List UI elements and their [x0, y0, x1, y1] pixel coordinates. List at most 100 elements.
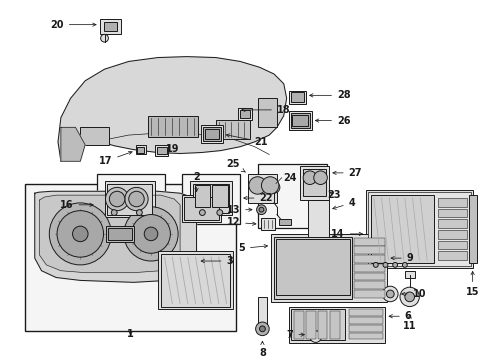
Bar	[288, 90, 305, 104]
Polygon shape	[35, 191, 196, 282]
Bar	[329, 311, 339, 338]
Circle shape	[111, 210, 117, 216]
Circle shape	[131, 215, 170, 253]
Bar	[366, 190, 472, 268]
Text: 12: 12	[226, 217, 255, 227]
Circle shape	[105, 188, 128, 211]
Bar	[257, 297, 267, 328]
Bar	[348, 333, 382, 339]
Text: 10: 10	[401, 289, 425, 299]
Text: 25: 25	[226, 159, 245, 172]
Bar	[348, 325, 382, 332]
Bar	[103, 22, 117, 31]
Text: 17: 17	[99, 151, 132, 166]
Bar	[290, 93, 304, 102]
Text: 15: 15	[465, 271, 478, 297]
Text: 11: 11	[402, 315, 416, 331]
Circle shape	[217, 210, 222, 216]
Bar	[108, 228, 131, 240]
Bar	[80, 127, 109, 145]
Bar	[354, 255, 385, 263]
Bar	[148, 116, 198, 137]
Circle shape	[256, 205, 266, 215]
Bar	[290, 113, 309, 128]
Bar	[437, 251, 466, 260]
Bar	[216, 120, 249, 139]
Polygon shape	[61, 127, 85, 161]
Bar	[300, 166, 328, 200]
Polygon shape	[58, 57, 286, 161]
Bar	[182, 195, 220, 222]
Circle shape	[255, 322, 269, 336]
Bar	[354, 273, 385, 280]
Text: 3: 3	[201, 256, 233, 266]
Circle shape	[49, 203, 111, 265]
Text: 9: 9	[390, 253, 413, 263]
Circle shape	[399, 287, 419, 307]
Bar	[25, 184, 236, 331]
Circle shape	[306, 329, 314, 337]
Bar	[468, 195, 475, 263]
Bar	[273, 237, 351, 299]
Circle shape	[259, 207, 264, 212]
Bar	[348, 317, 382, 324]
Circle shape	[309, 331, 321, 342]
Bar	[278, 219, 290, 225]
Bar	[201, 125, 222, 143]
Bar	[317, 311, 326, 338]
Bar	[291, 310, 344, 341]
Text: 5: 5	[238, 243, 267, 253]
Polygon shape	[40, 195, 180, 273]
Text: 13: 13	[226, 205, 251, 215]
Circle shape	[109, 191, 124, 207]
Bar	[370, 195, 433, 263]
Bar	[354, 290, 385, 298]
Text: 4: 4	[332, 198, 355, 209]
Bar	[437, 241, 466, 249]
Bar	[194, 185, 210, 207]
Bar	[354, 247, 385, 254]
Bar	[404, 271, 414, 279]
Bar	[203, 127, 220, 141]
Bar	[205, 129, 218, 139]
Bar	[257, 164, 326, 228]
Text: 8: 8	[259, 341, 265, 358]
Bar	[307, 200, 328, 239]
Circle shape	[144, 227, 158, 241]
Circle shape	[199, 210, 205, 216]
Bar	[437, 230, 466, 239]
Bar	[97, 174, 164, 224]
Circle shape	[372, 262, 377, 267]
Text: 26: 26	[315, 116, 350, 126]
Bar	[100, 19, 121, 34]
Bar	[354, 264, 385, 272]
Bar	[270, 234, 386, 302]
Bar	[437, 209, 466, 217]
Text: 22: 22	[244, 193, 272, 203]
Circle shape	[261, 177, 278, 194]
Bar	[294, 311, 304, 338]
Text: 16: 16	[60, 200, 93, 210]
Text: 18: 18	[242, 105, 290, 115]
Bar	[348, 310, 382, 316]
Bar	[104, 181, 155, 217]
Bar	[240, 110, 249, 118]
Circle shape	[128, 191, 144, 207]
Text: 1: 1	[127, 329, 134, 339]
Circle shape	[124, 188, 148, 211]
Bar	[157, 147, 166, 154]
Bar	[155, 145, 168, 156]
Text: 27: 27	[332, 168, 362, 178]
Bar	[288, 111, 311, 130]
Text: 28: 28	[309, 90, 350, 100]
Bar	[437, 219, 466, 228]
Bar	[247, 174, 276, 203]
Bar	[275, 239, 349, 295]
Bar	[354, 238, 385, 246]
Bar	[354, 282, 385, 289]
Text: 2: 2	[193, 172, 200, 192]
Circle shape	[123, 207, 178, 261]
Bar	[437, 198, 466, 207]
Text: 21: 21	[226, 134, 267, 147]
Bar	[158, 251, 233, 310]
